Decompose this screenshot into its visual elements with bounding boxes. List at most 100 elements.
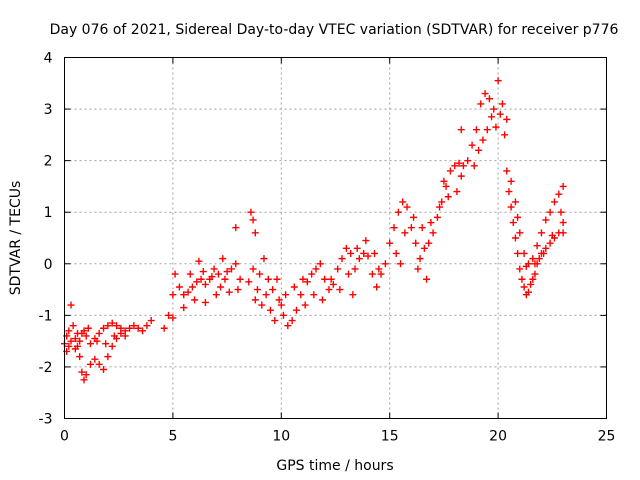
data-point	[253, 286, 261, 294]
data-point	[212, 291, 220, 299]
x-tick-label: 25	[598, 429, 616, 445]
y-tick-label: 1	[44, 205, 53, 221]
data-point	[440, 177, 448, 185]
data-point	[351, 265, 359, 273]
data-point	[410, 213, 418, 221]
data-point	[355, 255, 363, 263]
chart-title: Day 076 of 2021, Sidereal Day-to-day VTE…	[50, 22, 619, 38]
data-point	[403, 203, 411, 211]
data-point	[433, 213, 441, 221]
data-point	[71, 335, 79, 343]
data-point	[420, 244, 428, 252]
data-point	[121, 332, 129, 340]
data-point	[559, 229, 567, 237]
y-tick-label: -3	[39, 412, 53, 428]
data-point	[371, 249, 379, 257]
data-point	[273, 275, 281, 283]
data-point	[95, 360, 103, 368]
data-point	[514, 213, 522, 221]
data-point	[69, 322, 77, 330]
data-point	[483, 126, 491, 134]
data-point	[401, 229, 409, 237]
data-point	[468, 141, 476, 149]
data-point	[546, 239, 554, 247]
data-point	[509, 219, 517, 227]
data-point	[260, 255, 268, 263]
data-point	[514, 249, 522, 257]
data-point	[329, 280, 337, 288]
data-point	[416, 255, 424, 263]
data-point	[279, 311, 287, 319]
data-point	[345, 270, 353, 278]
data-point	[130, 322, 138, 330]
data-point	[438, 198, 446, 206]
data-point	[446, 167, 454, 175]
y-tick-label: -2	[39, 360, 53, 376]
data-point	[290, 283, 298, 291]
data-point	[258, 301, 266, 309]
data-point	[488, 113, 496, 121]
data-point	[555, 190, 563, 198]
data-point	[100, 366, 108, 374]
data-point	[208, 273, 216, 281]
data-point	[336, 286, 344, 294]
y-axis-label: SDTVAR / TECUs	[8, 181, 24, 296]
data-point	[117, 329, 125, 337]
data-point	[394, 208, 402, 216]
data-point	[496, 110, 504, 118]
data-point	[537, 229, 545, 237]
y-tick-label: 2	[44, 154, 53, 170]
data-point	[368, 270, 376, 278]
data-point	[542, 244, 550, 252]
y-tick-label: 4	[44, 51, 53, 67]
data-point	[245, 278, 253, 286]
data-point	[78, 368, 86, 376]
data-point	[464, 157, 472, 165]
data-point	[503, 115, 511, 123]
data-point	[546, 208, 554, 216]
data-point	[76, 353, 84, 361]
data-point	[470, 162, 478, 170]
data-point	[360, 249, 368, 257]
x-tick-label: 10	[272, 429, 290, 445]
data-point	[201, 298, 209, 306]
data-point	[503, 167, 511, 175]
y-tick-label: 0	[44, 257, 53, 273]
data-point	[71, 345, 79, 353]
data-point	[451, 162, 459, 170]
data-point	[481, 90, 489, 98]
data-point	[308, 270, 316, 278]
data-point	[301, 301, 309, 309]
data-point	[414, 265, 422, 273]
data-point	[84, 324, 92, 332]
data-point	[108, 342, 116, 350]
data-point	[82, 371, 90, 379]
data-point	[219, 255, 227, 263]
data-point	[110, 332, 118, 340]
data-point	[180, 291, 188, 299]
data-point	[522, 262, 530, 270]
data-point	[364, 252, 372, 260]
data-point	[507, 203, 515, 211]
data-point	[186, 270, 194, 278]
x-tick-label: 0	[60, 429, 69, 445]
data-point	[338, 255, 346, 263]
data-point	[412, 239, 420, 247]
data-point	[550, 198, 558, 206]
data-point	[284, 322, 292, 330]
data-point	[193, 278, 201, 286]
x-axis-label: GPS time / hours	[276, 458, 393, 474]
data-point	[249, 265, 257, 273]
data-point	[87, 340, 95, 348]
data-point	[375, 265, 383, 273]
data-point	[475, 146, 483, 154]
data-point	[425, 239, 433, 247]
data-point	[232, 224, 240, 232]
data-point	[540, 249, 548, 257]
data-point	[518, 275, 526, 283]
data-point	[292, 306, 300, 314]
data-point	[275, 296, 283, 304]
data-point	[256, 270, 264, 278]
data-point	[325, 286, 333, 294]
